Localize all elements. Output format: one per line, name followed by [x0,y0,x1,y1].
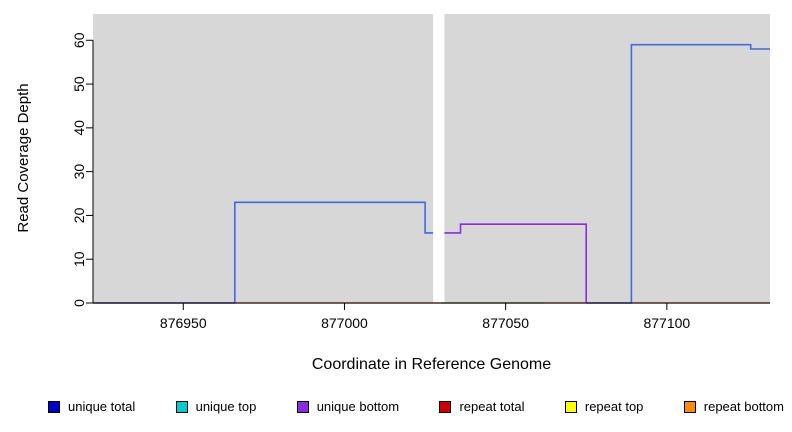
repeat-bottom-swatch-icon [683,400,696,413]
legend-label: repeat bottom [703,399,784,414]
legend-item-unique-bottom: unique bottom [296,399,400,414]
x-tick-label: 877000 [321,315,368,331]
coverage-gap-band [433,14,445,303]
y-tick-label: 50 [71,76,87,92]
y-tick-label: 0 [71,299,87,307]
legend-label: unique bottom [316,399,400,414]
legend-item-repeat-top: repeat top [564,399,644,414]
coverage-plot-canvas: 876950 877000 877050 877100 0 10 20 30 40 50 60 [71,14,770,331]
series-unique-bottom-block [444,223,588,303]
unique-bottom-swatch-icon [296,400,309,413]
x-axis-label: Coordinate in Reference Genome [311,356,552,373]
unique-top-swatch-icon [175,400,188,413]
legend-label: unique total [68,399,136,414]
legend: unique total unique top unique bottom repea… [48,399,784,414]
y-tick-label: 60 [71,32,87,48]
y-tick-label: 20 [71,207,87,223]
x-tick-label: 877100 [643,315,690,331]
y-tick-label: 10 [71,251,87,267]
legend-label: repeat total [459,399,525,414]
x-tick-label: 877050 [482,315,529,331]
legend-item-repeat-total: repeat total [439,399,525,414]
legend-item-unique-top: unique top [175,399,257,414]
y-axis-label: Read Coverage Depth [15,83,32,233]
legend-item-repeat-bottom: repeat bottom [683,399,784,414]
y-tick-label: 30 [71,164,87,180]
legend-item-unique-total: unique total [48,399,135,414]
repeat-top-swatch-icon [564,400,577,413]
y-tick-label: 40 [71,120,87,136]
x-tick-label: 876950 [160,315,207,331]
unique-total-swatch-icon [48,400,60,413]
legend-label: unique top [195,399,257,414]
legend-label: repeat top [584,399,644,414]
repeat-total-swatch-icon [439,400,452,413]
plot-area [93,14,770,303]
